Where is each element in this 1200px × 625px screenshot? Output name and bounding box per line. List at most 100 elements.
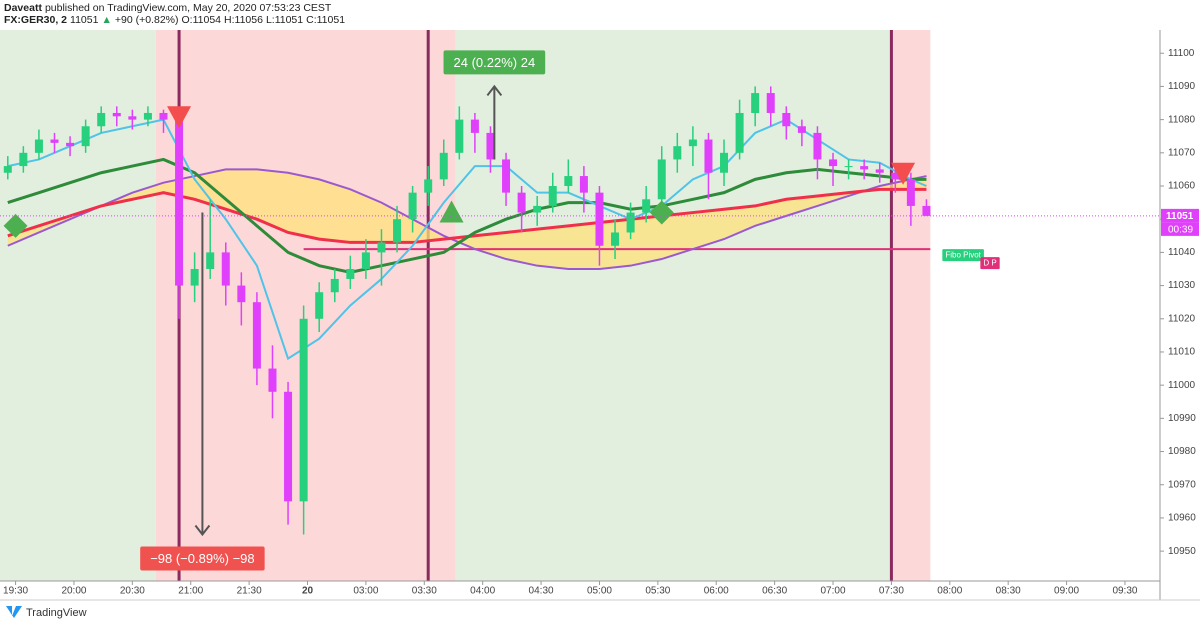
header-line-2: FX:GER30, 2 11051 ▲ +90 (+0.82%) O:11054 H:11… [4, 14, 348, 26]
candle-body [439, 152, 448, 180]
last-price-box [1161, 208, 1199, 223]
candle-body [813, 132, 822, 160]
y-tick-label: 11020 [1168, 313, 1196, 324]
candle-body [206, 252, 215, 269]
signal-down [167, 106, 192, 129]
candle-body [252, 302, 261, 369]
candle-body [688, 139, 697, 147]
last-price-label: 11051 [1166, 211, 1194, 222]
candle-body [766, 93, 775, 113]
candle-body [517, 192, 526, 213]
x-tick-label: 20 [302, 586, 314, 597]
y-tick-label: 10990 [1168, 413, 1196, 424]
close: C:11051 [306, 14, 346, 26]
candle-body [751, 93, 760, 113]
y-tick-label: 11040 [1168, 247, 1196, 258]
candle-body [361, 252, 370, 269]
y-tick-label: 11000 [1168, 380, 1196, 391]
x-tick-label: 07:00 [821, 586, 846, 597]
x-tick-label: 21:30 [237, 586, 262, 597]
open: O:11054 [181, 14, 222, 26]
y-tick-label: 11030 [1168, 280, 1196, 291]
author: Daveatt [4, 2, 42, 14]
candle-body [579, 176, 588, 193]
x-tick-label: 03:30 [412, 586, 437, 597]
candle-body [268, 368, 277, 392]
y-tick-label: 11100 [1168, 48, 1195, 59]
x-tick-label: 04:00 [470, 586, 495, 597]
x-tick-label: 05:30 [645, 586, 670, 597]
y-tick-label: 10980 [1168, 446, 1196, 457]
arrow-head [486, 84, 503, 97]
candle-body [891, 172, 900, 180]
time-axis-bg [0, 581, 1200, 600]
candle-body [626, 212, 635, 233]
x-tick-label: 20:30 [120, 586, 145, 597]
y-tick-label: 10960 [1168, 513, 1196, 524]
candle-body [704, 139, 713, 173]
candle-body [533, 205, 542, 213]
x-tick-label: 21:00 [178, 586, 203, 597]
header-line-1: Daveatt published on TradingView.com, May… [4, 2, 348, 14]
x-tick-label: 07:30 [879, 586, 904, 597]
session-zone [455, 30, 892, 581]
backgrounds [0, 30, 931, 581]
y-tick-label: 11090 [1168, 81, 1196, 92]
candle-body [221, 252, 230, 286]
candle-body [408, 192, 417, 220]
signal-diamond [649, 200, 674, 225]
plot: −98 (−0.89%) −98 24 (0.22%) 24 [0, 30, 1160, 581]
candle-body [782, 112, 791, 127]
measure-label: −98 (−0.89%) −98 [150, 551, 254, 566]
signal-up [439, 200, 464, 223]
candle-body [611, 232, 620, 246]
x-tick-label: 20:00 [61, 586, 86, 597]
candle-body [143, 112, 152, 120]
candle-body [128, 116, 137, 120]
x-tick-label: 03:00 [353, 586, 378, 597]
candle-body [393, 219, 402, 243]
signal-down [891, 162, 916, 185]
candle-body [3, 166, 12, 173]
candle-body [81, 126, 90, 147]
pivot-tag-box [980, 257, 1000, 270]
candle-body [377, 242, 386, 253]
candle-body [657, 159, 666, 200]
pivot-tag-box [942, 249, 984, 262]
candle-body [190, 268, 199, 286]
candle-body [564, 176, 573, 187]
measure-label-box [443, 50, 546, 75]
candle-body [97, 112, 106, 127]
candle-body [159, 112, 168, 120]
countdown-box [1161, 222, 1199, 236]
candle-body [34, 139, 43, 153]
indicator-line [7, 187, 927, 244]
x-tick-label: 09:00 [1054, 586, 1079, 597]
candle-body [66, 142, 75, 147]
session-zone [891, 30, 931, 581]
candle-body [284, 391, 293, 502]
candle-body [237, 285, 246, 303]
y-tick-label: 11070 [1168, 147, 1196, 158]
candle-body [486, 132, 495, 160]
candle-body [112, 112, 121, 117]
indicator-line [7, 157, 927, 274]
measure-label-box [140, 546, 265, 571]
x-tick-label: 19:30 [3, 586, 28, 597]
y-tick-label: 11080 [1168, 114, 1196, 125]
candle-body [735, 112, 744, 153]
signal-diamond [3, 213, 28, 238]
pivot-tag: Fibo Pivot [945, 251, 981, 260]
x-tick-label: 04:30 [529, 586, 554, 597]
candle-body [19, 152, 28, 167]
candle-body [829, 159, 838, 167]
symbol: FX:GER30, 2 [4, 14, 68, 26]
x-tick-label: 05:00 [587, 586, 612, 597]
cloud-fill [7, 169, 927, 269]
candle-body [673, 146, 682, 160]
y-tick-label: 11010 [1168, 347, 1196, 358]
candle-body [860, 166, 869, 170]
candle-body [906, 179, 915, 206]
